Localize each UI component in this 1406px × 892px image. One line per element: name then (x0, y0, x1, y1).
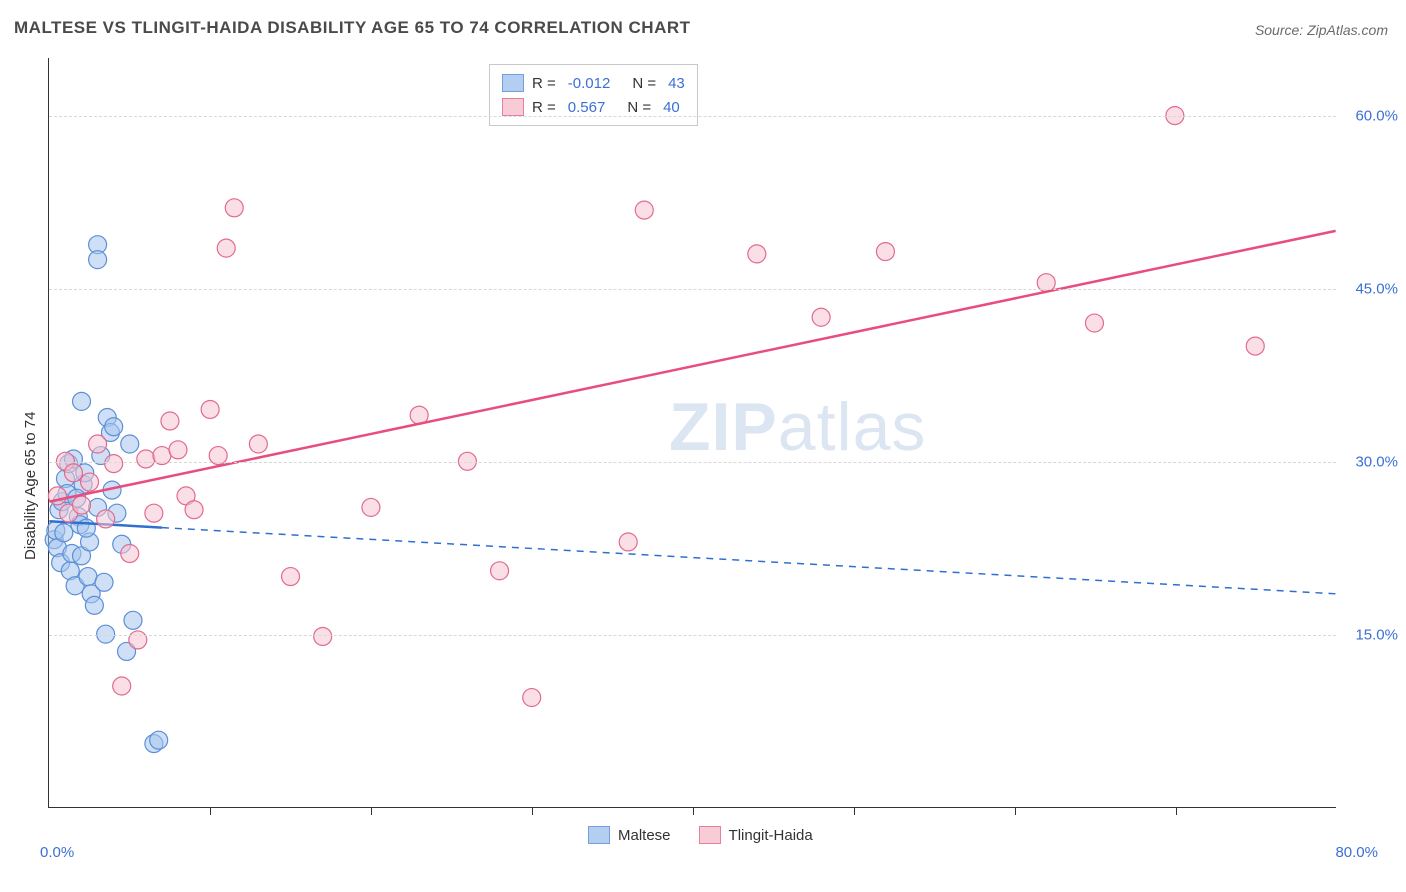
legend-n-label: N = (627, 99, 651, 116)
legend-r-value: 0.567 (568, 99, 606, 116)
data-point (121, 545, 139, 563)
data-point (282, 568, 300, 586)
gridline (49, 462, 1336, 463)
data-point (619, 533, 637, 551)
data-point (249, 435, 267, 453)
data-point (145, 504, 163, 522)
data-point (79, 568, 97, 586)
y-tick-label: 15.0% (1355, 626, 1398, 643)
legend-swatch (502, 98, 524, 116)
x-tick (693, 807, 694, 815)
plot-area: ZIPatlas R =-0.012N =43R =0.567N =40 15.… (48, 58, 1336, 808)
data-point (812, 308, 830, 326)
data-point (185, 501, 203, 519)
data-point (225, 199, 243, 217)
data-point (55, 524, 73, 542)
data-point (121, 435, 139, 453)
gridline (49, 116, 1336, 117)
legend-series: Maltese Tlingit-Haida (588, 826, 813, 844)
data-point (64, 464, 82, 482)
gridline (49, 635, 1336, 636)
data-point (137, 450, 155, 468)
data-point (89, 435, 107, 453)
chart-container: MALTESE VS TLINGIT-HAIDA DISABILITY AGE … (0, 0, 1406, 892)
data-point (150, 731, 168, 749)
chart-title: MALTESE VS TLINGIT-HAIDA DISABILITY AGE … (14, 18, 691, 38)
data-point (217, 239, 235, 257)
legend-r-label: R = (532, 99, 556, 116)
data-point (97, 510, 115, 528)
scatter-svg (49, 58, 1336, 807)
legend-swatch (588, 826, 610, 844)
x-tick (1015, 807, 1016, 815)
data-point (124, 611, 142, 629)
data-point (113, 677, 131, 695)
data-point (105, 455, 123, 473)
legend-row: R = -0.012 N = 43 (502, 71, 685, 95)
legend-n-value: 40 (663, 99, 680, 116)
legend-swatch (502, 74, 524, 92)
x-tick (854, 807, 855, 815)
gridline (49, 289, 1336, 290)
legend-n-value: 43 (668, 75, 685, 92)
x-axis-min-label: 0.0% (40, 844, 74, 861)
data-point (491, 562, 509, 580)
x-tick (210, 807, 211, 815)
data-point (201, 400, 219, 418)
legend-item: Maltese (588, 826, 671, 844)
legend-series-name: Maltese (618, 827, 671, 844)
data-point (129, 631, 147, 649)
legend-n-label: N = (632, 75, 656, 92)
legend-correlation-box: R = -0.012 N = 43 R = 0.567 N = 40 (489, 64, 698, 126)
data-point (73, 392, 91, 410)
legend-r-label: R = (532, 75, 556, 92)
legend-swatch (699, 826, 721, 844)
data-point (314, 627, 332, 645)
data-point (161, 412, 179, 430)
data-point (105, 418, 123, 436)
x-tick (1176, 807, 1177, 815)
data-point (1246, 337, 1264, 355)
data-point (95, 573, 113, 591)
y-tick-label: 60.0% (1355, 107, 1398, 124)
data-point (89, 251, 107, 269)
legend-item: Tlingit-Haida (699, 826, 813, 844)
data-point (876, 243, 894, 261)
x-tick (371, 807, 372, 815)
data-point (169, 441, 187, 459)
data-point (523, 689, 541, 707)
x-axis-max-label: 80.0% (1335, 844, 1378, 861)
data-point (73, 496, 91, 514)
data-point (85, 596, 103, 614)
y-axis-title: Disability Age 65 to 74 (22, 412, 39, 560)
data-point (748, 245, 766, 263)
trend-line-dashed (162, 528, 1336, 594)
data-point (635, 201, 653, 219)
legend-r-value: -0.012 (568, 75, 611, 92)
legend-series-name: Tlingit-Haida (729, 827, 813, 844)
data-point (1085, 314, 1103, 332)
data-point (362, 498, 380, 516)
y-tick-label: 30.0% (1355, 453, 1398, 470)
source-attribution: Source: ZipAtlas.com (1255, 22, 1388, 38)
y-tick-label: 45.0% (1355, 280, 1398, 297)
data-point (81, 473, 99, 491)
x-tick (532, 807, 533, 815)
